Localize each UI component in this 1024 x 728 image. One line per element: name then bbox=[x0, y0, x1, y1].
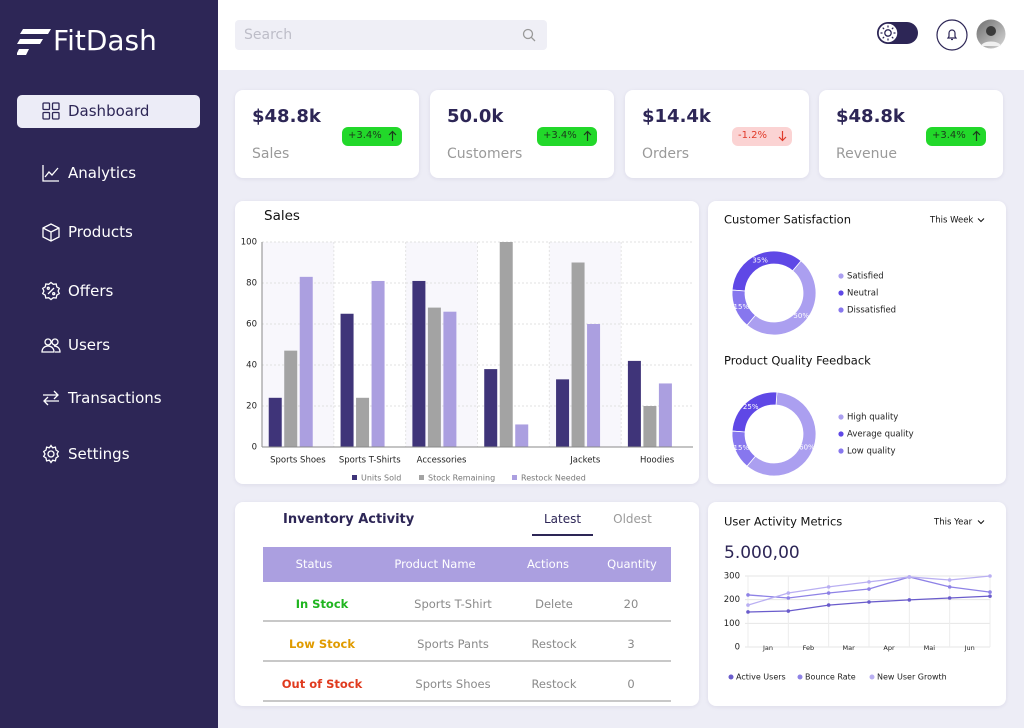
tab[interactable]: Oldest bbox=[613, 512, 652, 526]
column-header: Status bbox=[295, 557, 333, 571]
stat-value: $14.4k bbox=[642, 106, 711, 127]
table-cell: Out of Stock bbox=[281, 677, 363, 691]
nav-icon bbox=[42, 102, 60, 120]
trend-arrow bbox=[778, 131, 787, 142]
trend-arrow bbox=[583, 130, 592, 141]
search-placeholder: Search bbox=[244, 27, 293, 43]
stat-badge: +3.4% bbox=[926, 127, 986, 146]
nav-icon bbox=[41, 281, 61, 301]
table-cell[interactable]: Restock bbox=[531, 637, 577, 651]
stat-value: $48.8k bbox=[836, 106, 905, 127]
avatar[interactable] bbox=[976, 19, 1006, 49]
table-cell: Low Stock bbox=[288, 637, 355, 651]
row-separator bbox=[263, 700, 671, 702]
logo-icon bbox=[17, 29, 51, 55]
stat-value: $48.8k bbox=[252, 106, 321, 127]
nav-label: Transactions bbox=[68, 389, 162, 407]
stat-label: Revenue bbox=[836, 146, 897, 162]
table-cell: 20 bbox=[623, 597, 639, 611]
nav-label: Offers bbox=[68, 282, 114, 300]
nav-label: Users bbox=[68, 336, 111, 354]
sales-card bbox=[235, 201, 699, 484]
nav-icon bbox=[41, 338, 61, 353]
stat-card: 50.0k Customers +3.4% bbox=[430, 90, 614, 178]
nav-label: Settings bbox=[68, 445, 130, 463]
stat-change: +3.4% bbox=[543, 130, 577, 141]
table-cell: 0 bbox=[627, 677, 635, 691]
trend-arrow bbox=[388, 130, 397, 141]
nav-item[interactable]: Analytics bbox=[17, 157, 200, 190]
user-activity-card bbox=[708, 502, 1006, 706]
notification-button[interactable] bbox=[936, 19, 968, 51]
theme-toggle[interactable] bbox=[877, 21, 918, 45]
trend-arrow bbox=[972, 130, 981, 141]
stat-label: Orders bbox=[642, 146, 690, 162]
nav-label: Analytics bbox=[68, 164, 137, 182]
stat-change: -1.2% bbox=[738, 130, 768, 141]
table-title: Inventory Activity bbox=[283, 512, 415, 527]
table-cell: In Stock bbox=[295, 597, 349, 611]
stat-card: $14.4k Orders -1.2% bbox=[625, 90, 809, 178]
stat-card: $48.8k Sales +3.4% bbox=[235, 90, 419, 178]
nav-item[interactable]: Dashboard bbox=[17, 95, 200, 128]
stat-change: +3.4% bbox=[932, 130, 966, 141]
nav-label: Products bbox=[68, 223, 133, 241]
row-separator bbox=[263, 660, 671, 662]
nav-item[interactable]: Products bbox=[17, 216, 200, 249]
table-cell: Sports Shoes bbox=[415, 677, 491, 691]
search-box[interactable]: Search bbox=[235, 20, 547, 50]
column-header: Actions bbox=[526, 557, 569, 571]
nav-icon bbox=[42, 165, 59, 182]
nav-item[interactable]: Transactions bbox=[17, 382, 200, 415]
stat-badge: +3.4% bbox=[342, 127, 402, 146]
satisfaction-card bbox=[708, 201, 1006, 484]
column-header: Product Name bbox=[394, 557, 476, 571]
table-cell[interactable]: Restock bbox=[531, 677, 577, 691]
tab[interactable]: Latest bbox=[532, 512, 593, 536]
table-header bbox=[263, 547, 671, 582]
stat-badge: +3.4% bbox=[537, 127, 597, 146]
table-cell: 3 bbox=[627, 637, 635, 651]
table-cell[interactable]: Delete bbox=[535, 597, 573, 611]
column-header: Quantity bbox=[607, 557, 657, 571]
stat-label: Customers bbox=[447, 146, 523, 162]
stat-label: Sales bbox=[252, 146, 290, 162]
stat-value: 50.0k bbox=[447, 106, 504, 127]
nav-item[interactable]: Offers bbox=[17, 275, 200, 308]
table-cell: Sports T-Shirt bbox=[414, 597, 492, 611]
stat-badge: -1.2% bbox=[732, 127, 792, 146]
nav-icon bbox=[43, 390, 59, 406]
nav-icon bbox=[42, 223, 60, 242]
search-icon bbox=[522, 28, 536, 42]
nav-icon bbox=[42, 444, 60, 464]
nav-item[interactable]: Users bbox=[17, 329, 200, 362]
stat-card: $48.8k Revenue +3.4% bbox=[819, 90, 1003, 178]
row-separator bbox=[263, 620, 671, 622]
logo-text: FitDash bbox=[53, 24, 157, 57]
table-cell: Sports Pants bbox=[417, 637, 489, 651]
stat-change: +3.4% bbox=[348, 130, 382, 141]
nav-item[interactable]: Settings bbox=[17, 438, 200, 471]
inventory-card bbox=[235, 502, 699, 706]
nav-label: Dashboard bbox=[68, 102, 150, 120]
